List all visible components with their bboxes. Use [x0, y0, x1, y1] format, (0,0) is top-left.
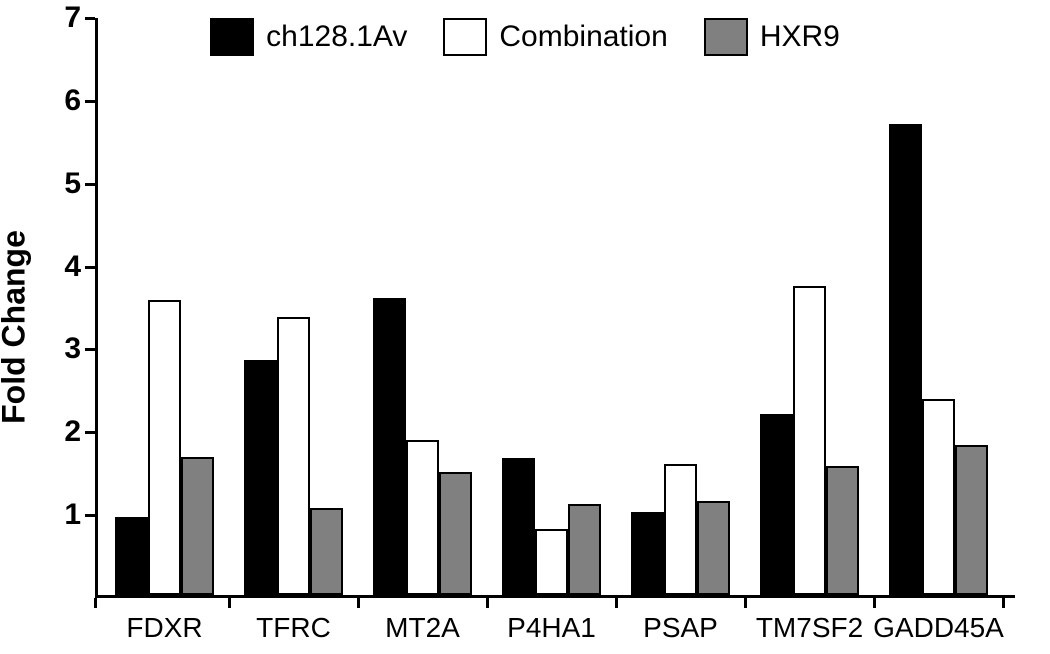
x-tick — [615, 598, 618, 608]
x-category-label: PSAP — [643, 598, 718, 644]
bar — [373, 298, 406, 595]
y-tick-label: 1 — [64, 498, 95, 532]
bar — [922, 399, 955, 595]
plot-area: 1234567FDXRTFRCMT2AP4HA1PSAPTM7SF2GADD45… — [95, 18, 1015, 598]
y-tick-label: 6 — [64, 84, 95, 118]
bar — [148, 300, 181, 595]
bar — [793, 286, 826, 595]
x-tick — [486, 598, 489, 608]
y-axis — [95, 18, 98, 598]
bar — [244, 360, 277, 595]
x-category-label: P4HA1 — [507, 598, 596, 644]
bar — [568, 504, 601, 595]
bar — [439, 472, 472, 595]
y-tick-label: 7 — [64, 1, 95, 35]
bar — [502, 458, 535, 595]
bar — [310, 508, 343, 595]
x-tick — [94, 598, 97, 608]
bar — [277, 317, 310, 595]
bar — [631, 512, 664, 595]
x-category-label: TFRC — [256, 598, 331, 644]
bar — [955, 445, 988, 595]
x-tick — [744, 598, 747, 608]
bar — [535, 529, 568, 595]
x-tick — [357, 598, 360, 608]
x-tick — [228, 598, 231, 608]
x-category-label: GADD45A — [873, 598, 1004, 644]
y-tick-label: 4 — [64, 250, 95, 284]
bar — [697, 501, 730, 595]
x-category-label: TM7SF2 — [756, 598, 863, 644]
y-tick-label: 3 — [64, 332, 95, 366]
bar — [826, 466, 859, 595]
chart-container: Fold Change ch128.1AvCombinationHXR9 123… — [0, 0, 1050, 654]
bar — [115, 517, 148, 595]
bar — [889, 124, 922, 595]
bar — [406, 440, 439, 595]
bar — [181, 457, 214, 595]
y-axis-title: Fold Change — [0, 230, 33, 424]
x-category-label: MT2A — [385, 598, 460, 644]
x-category-label: FDXR — [126, 598, 202, 644]
bar — [664, 464, 697, 595]
y-tick-label: 2 — [64, 415, 95, 449]
y-tick-label: 5 — [64, 167, 95, 201]
bar — [760, 414, 793, 595]
